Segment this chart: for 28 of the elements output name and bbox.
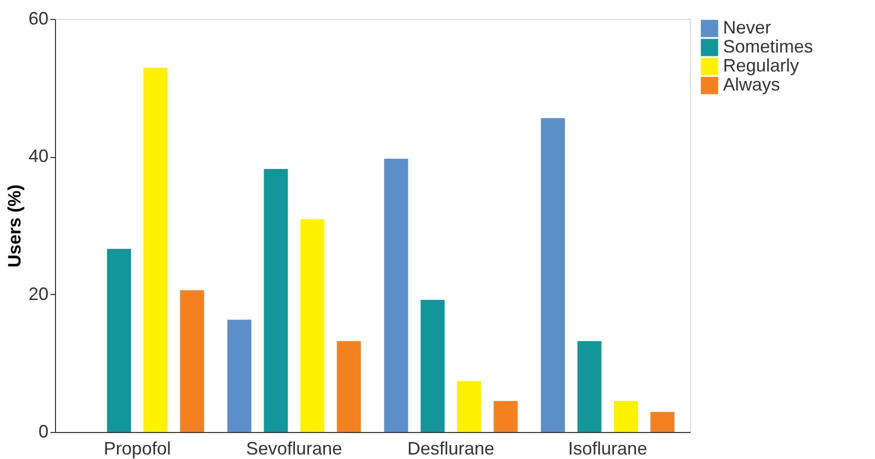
bar <box>144 68 168 432</box>
bar <box>336 341 361 432</box>
legend-label: Regularly <box>723 56 800 76</box>
x-tick-label: Isoflurane <box>568 438 648 458</box>
legend-label: Sometimes <box>723 36 814 56</box>
bar <box>264 169 288 432</box>
y-tick-label: 40 <box>28 146 48 166</box>
y-axis-title: Users (%) <box>4 184 24 268</box>
bar <box>577 341 602 432</box>
x-tick-label: Desflurane <box>407 438 494 458</box>
y-tick-label: 20 <box>28 284 48 304</box>
bar <box>420 300 445 432</box>
legend-label: Never <box>723 18 772 38</box>
bar <box>384 158 408 432</box>
y-tick-label: 0 <box>38 422 48 442</box>
bar <box>457 381 482 432</box>
bar <box>107 248 132 432</box>
x-tick-label: Sevoflurane <box>246 438 342 458</box>
bar <box>300 219 324 432</box>
y-tick-label: 60 <box>28 8 48 28</box>
bar <box>540 118 565 432</box>
x-tick-label: Propofol <box>104 438 171 458</box>
bar <box>494 401 518 432</box>
bar <box>180 290 204 432</box>
legend-label: Always <box>723 74 780 94</box>
bar <box>650 412 674 432</box>
bar <box>227 320 252 432</box>
bar <box>614 401 638 432</box>
